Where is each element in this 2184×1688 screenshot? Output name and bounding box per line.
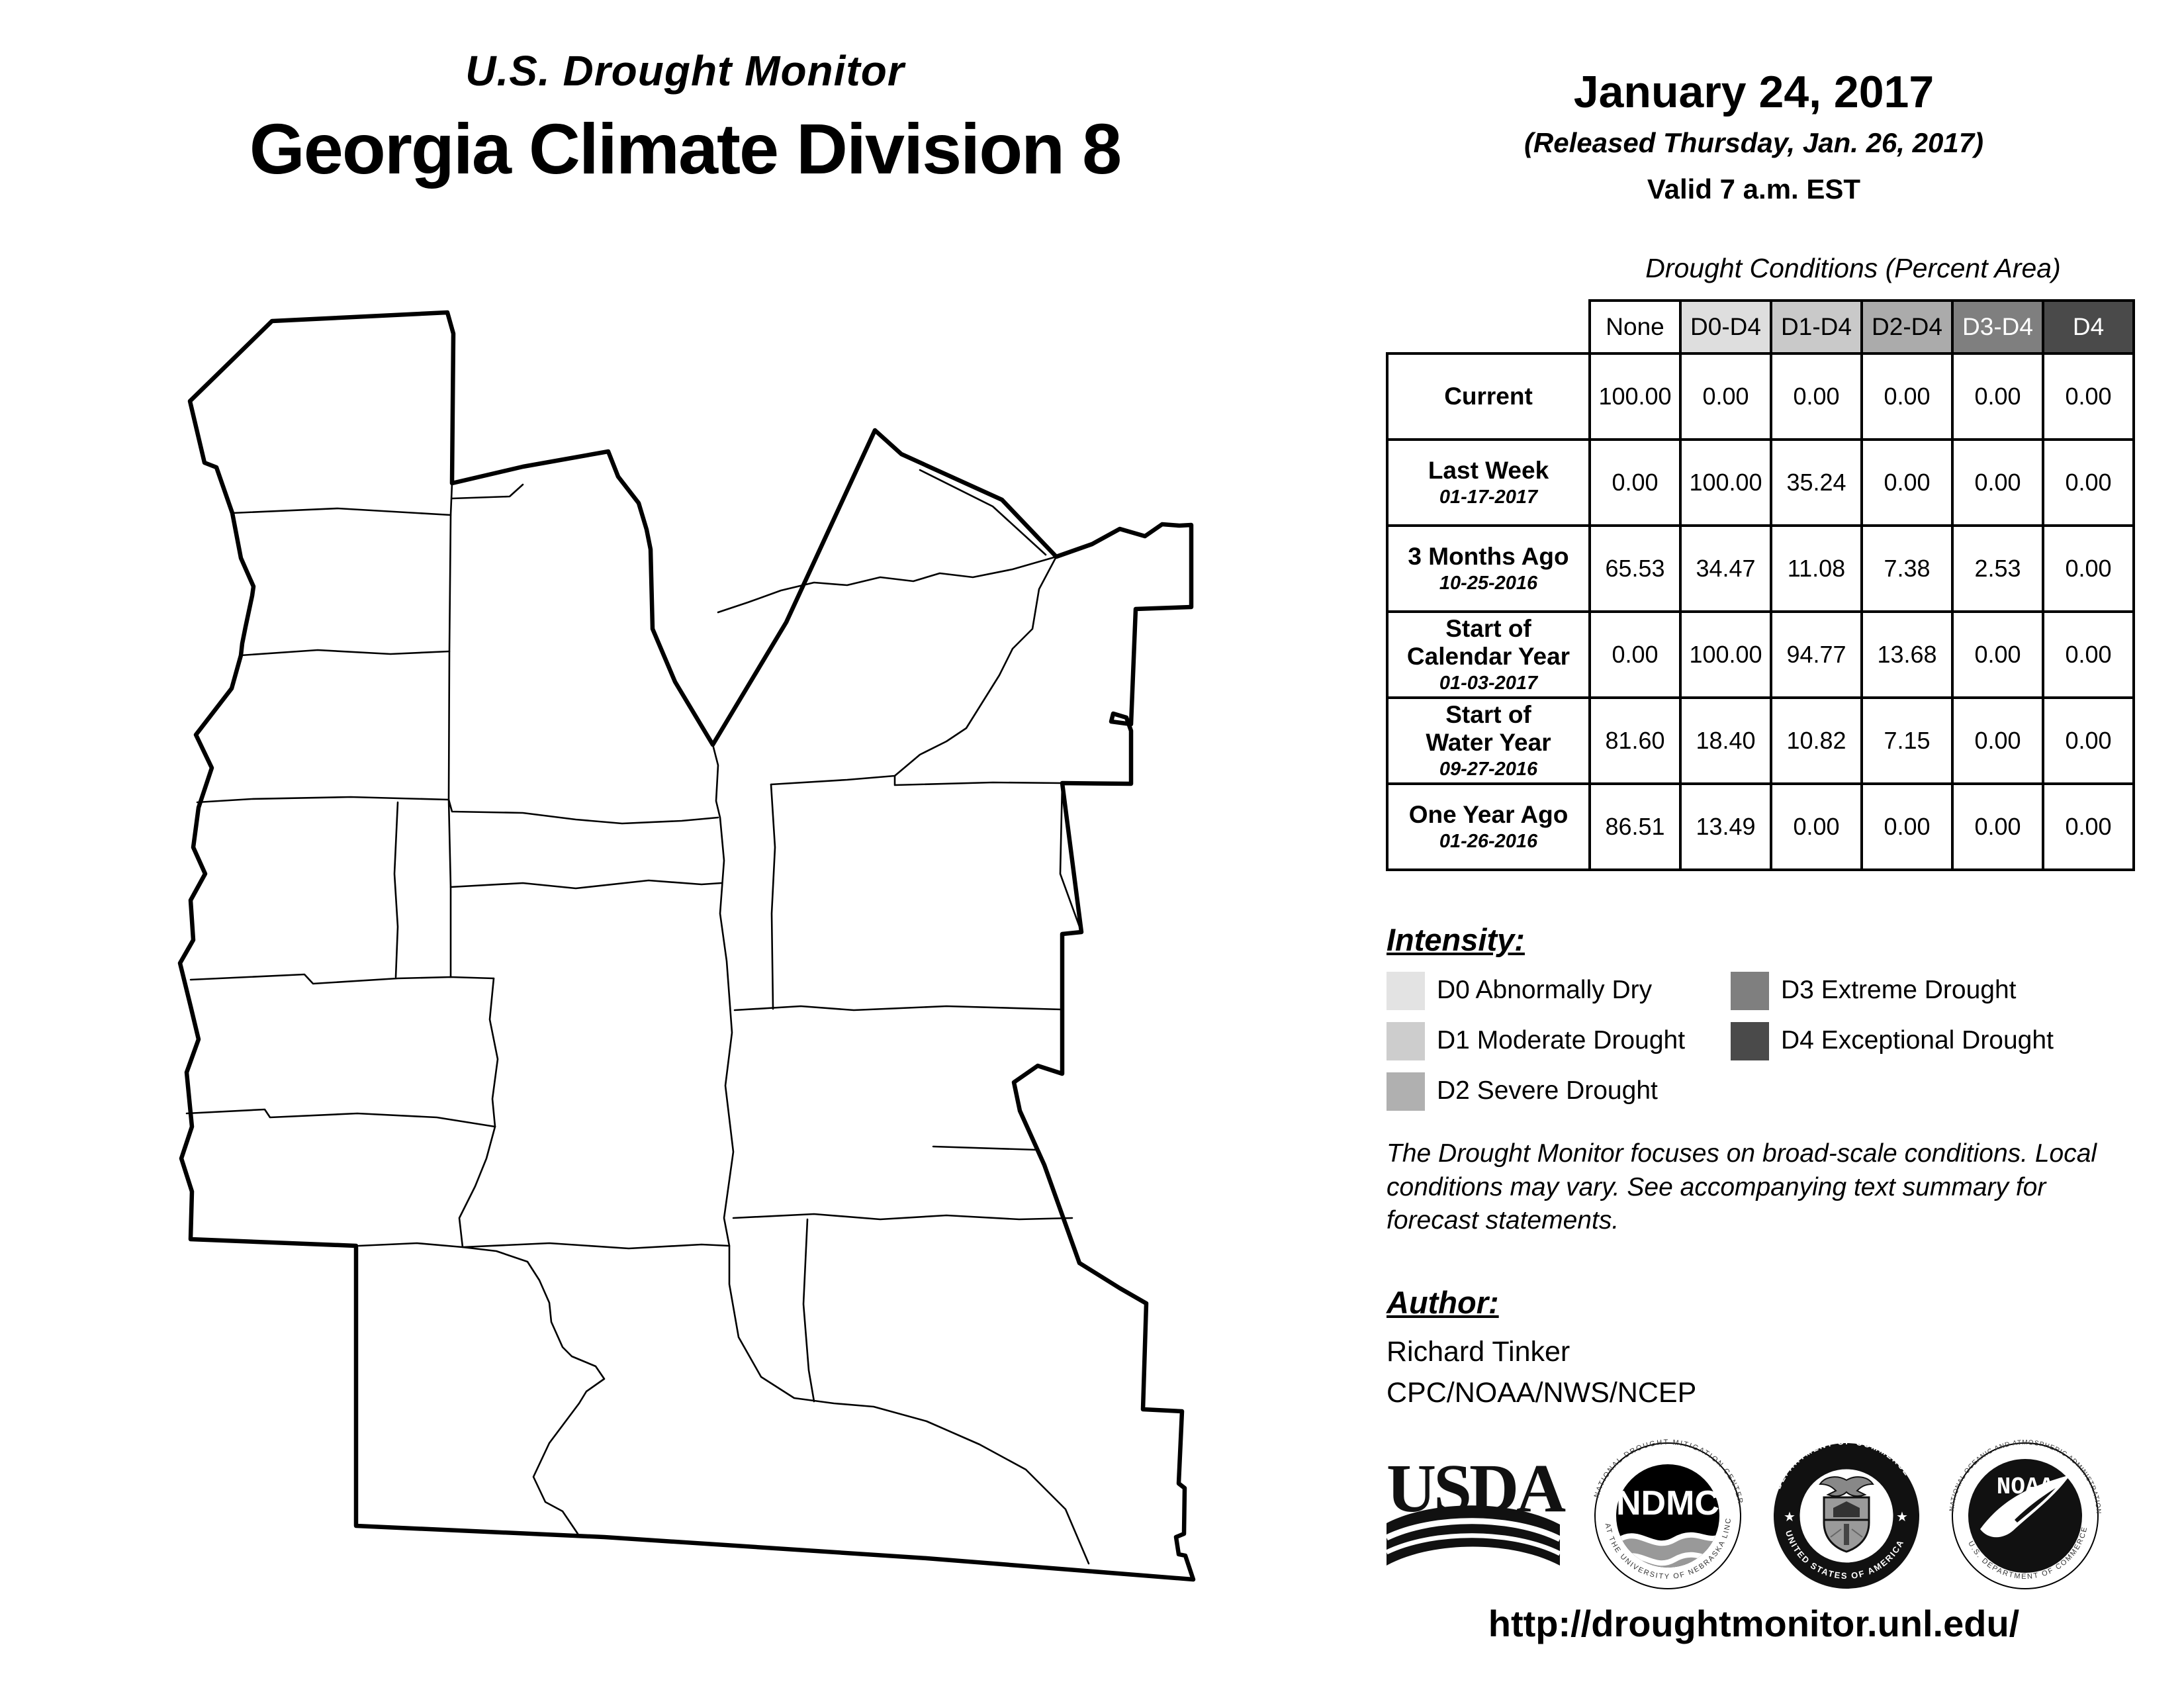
county-borders xyxy=(185,469,1090,1565)
value-cell: 0.00 xyxy=(1951,610,2044,699)
table-header: None D0-D4 D1-D4 D2-D4 D3-D4 D4 xyxy=(1387,299,2135,355)
legend-label: D2 Severe Drought xyxy=(1437,1076,1658,1105)
drought-conditions-table: None D0-D4 D1-D4 D2-D4 D3-D4 D4 Current 100.00… xyxy=(1386,299,2135,871)
table-row: Last Week 01-17-2017 0.00 100.00 35.24 0.00 0.… xyxy=(1386,438,2135,527)
table-body: Current 100.00 0.00 0.00 0.00 0.00 0.00 Last We… xyxy=(1386,352,2135,871)
legend-swatch xyxy=(1731,1022,1769,1060)
value-cell: 94.77 xyxy=(1770,610,1863,699)
title-block: U.S. Drought Monitor Georgia Climate Div… xyxy=(40,46,1330,190)
legend-swatch xyxy=(1387,972,1425,1010)
value-cell: 0.00 xyxy=(1860,782,1954,871)
value-cell: 18.40 xyxy=(1679,696,1772,785)
value-cell: 35.24 xyxy=(1770,438,1863,527)
header-spacer xyxy=(1387,301,1590,353)
legend-label: D0 Abnormally Dry xyxy=(1437,976,1653,1004)
author-heading: Author: xyxy=(1387,1285,1499,1320)
value-cell: 0.00 xyxy=(1770,352,1863,441)
table-row: 3 Months Ago 10-25-2016 65.53 34.47 11.08 7.3… xyxy=(1386,524,2135,613)
table-row: Current 100.00 0.00 0.00 0.00 0.00 0.00 xyxy=(1386,352,2135,441)
site-url: http://droughtmonitor.unl.edu/ xyxy=(1488,1603,2020,1644)
author-org: CPC/NOAA/NWS/NCEP xyxy=(1387,1377,1697,1409)
row-date: 09-27-2016 xyxy=(1439,758,1538,780)
column-header-d1-d4: D1-D4 xyxy=(1770,299,1863,355)
column-header-none: None xyxy=(1588,299,1682,355)
department-of-commerce-logo: DEPARTMENT OF COMMERCE UNITED STATES OF … xyxy=(1773,1436,1919,1589)
page-title: Georgia Climate Division 8 xyxy=(249,109,1122,189)
noaa-logo: NATIONAL OCEANIC AND ATMOSPHERIC ADMINIS… xyxy=(1948,1439,2101,1589)
division-boundary xyxy=(177,310,1196,1582)
valid-time: Valid 7 a.m. EST xyxy=(1647,173,1861,205)
column-header-d2-d4: D2-D4 xyxy=(1860,299,1954,355)
value-cell: 0.00 xyxy=(2042,782,2135,871)
value-cell: 0.00 xyxy=(1588,438,1682,527)
value-cell: 0.00 xyxy=(1951,696,2044,785)
row-date: 01-03-2017 xyxy=(1439,672,1538,694)
row-label: Last Week 01-17-2017 xyxy=(1386,438,1591,527)
value-cell: 100.00 xyxy=(1588,352,1682,441)
report-date: January 24, 2017 xyxy=(1573,67,1934,117)
value-cell: 86.51 xyxy=(1588,782,1682,871)
svg-text:★: ★ xyxy=(1784,1510,1796,1524)
column-header-d4: D4 xyxy=(2042,299,2135,355)
agency-logos: USDA NATIONAL DROUGHT MITIGATION CENTER … xyxy=(1385,1423,2101,1589)
value-cell: 0.00 xyxy=(1588,610,1682,699)
report-kicker: U.S. Drought Monitor xyxy=(465,47,905,95)
legend-swatch xyxy=(1387,1072,1425,1111)
climate-division-map xyxy=(177,310,1196,1582)
value-cell: 0.00 xyxy=(1951,438,2044,527)
value-cell: 0.00 xyxy=(2042,610,2135,699)
legend-swatch xyxy=(1387,1022,1425,1060)
ndmc-logo: NATIONAL DROUGHT MITIGATION CENTER AT TH… xyxy=(1572,1423,1743,1589)
svg-text:NDMC: NDMC xyxy=(1616,1484,1719,1523)
intensity-heading: Intensity: xyxy=(1387,922,1525,957)
row-label: Current xyxy=(1386,352,1591,441)
value-cell: 34.47 xyxy=(1679,524,1772,613)
legend-swatch xyxy=(1731,972,1769,1010)
legend-label: D3 Extreme Drought xyxy=(1781,976,2017,1004)
author-name: Richard Tinker xyxy=(1387,1336,1570,1368)
value-cell: 81.60 xyxy=(1588,696,1682,785)
row-label: Start of Calendar Year 01-03-2017 xyxy=(1386,610,1591,699)
row-date: 01-17-2017 xyxy=(1439,487,1538,508)
value-cell: 0.00 xyxy=(1860,352,1954,441)
table-row: One Year Ago 01-26-2016 86.51 13.49 0.00 0.00… xyxy=(1386,782,2135,871)
value-cell: 7.15 xyxy=(1860,696,1954,785)
value-cell: 7.38 xyxy=(1860,524,1954,613)
value-cell: 10.82 xyxy=(1770,696,1863,785)
value-cell: 0.00 xyxy=(2042,696,2135,785)
value-cell: 0.00 xyxy=(1951,782,2044,871)
row-label: Start of Water Year 09-27-2016 xyxy=(1386,696,1591,785)
value-cell: 65.53 xyxy=(1588,524,1682,613)
value-cell: 13.68 xyxy=(1860,610,1954,699)
disclaimer-text: The Drought Monitor focuses on broad-sca… xyxy=(1387,1139,2097,1235)
legend-label: D1 Moderate Drought xyxy=(1437,1026,1686,1055)
value-cell: 0.00 xyxy=(2042,438,2135,527)
value-cell: 13.49 xyxy=(1679,782,1772,871)
value-cell: 0.00 xyxy=(1951,352,2044,441)
svg-text:★: ★ xyxy=(1896,1510,1908,1524)
value-cell: 0.00 xyxy=(1679,352,1772,441)
row-label: 3 Months Ago 10-25-2016 xyxy=(1386,524,1591,613)
released-date: (Released Thursday, Jan. 26, 2017) xyxy=(1524,127,1984,158)
row-date: 10-25-2016 xyxy=(1439,573,1538,594)
value-cell: 0.00 xyxy=(2042,524,2135,613)
table-row: Start of Water Year 09-27-2016 81.60 18.40 10… xyxy=(1386,696,2135,785)
usda-logo: USDA xyxy=(1385,1450,1569,1566)
value-cell: 11.08 xyxy=(1770,524,1863,613)
value-cell: 100.00 xyxy=(1679,610,1772,699)
value-cell: 100.00 xyxy=(1679,438,1772,527)
table-row: Start of Calendar Year 01-03-2017 0.00 100.0… xyxy=(1386,610,2135,699)
table-title: Drought Conditions (Percent Area) xyxy=(1645,253,2061,283)
value-cell: 0.00 xyxy=(1860,438,1954,527)
date-block: January 24, 2017 (Released Thursday, Jan… xyxy=(1383,66,2124,205)
column-header-d3-d4: D3-D4 xyxy=(1951,299,2044,355)
row-label: One Year Ago 01-26-2016 xyxy=(1386,782,1591,871)
value-cell: 0.00 xyxy=(2042,352,2135,441)
value-cell: 0.00 xyxy=(1770,782,1863,871)
legend-label: D4 Exceptional Drought xyxy=(1781,1026,2054,1055)
column-header-d0-d4: D0-D4 xyxy=(1679,299,1772,355)
row-date: 01-26-2016 xyxy=(1439,831,1538,853)
value-cell: 2.53 xyxy=(1951,524,2044,613)
